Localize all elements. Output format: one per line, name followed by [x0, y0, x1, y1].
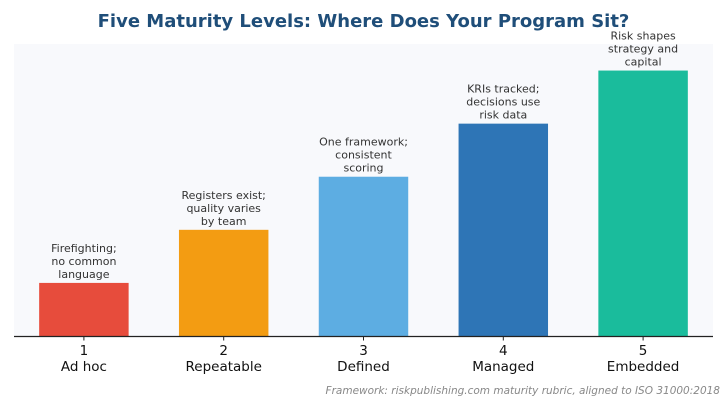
- bar-level-4: [458, 123, 549, 336]
- tick-label-number-2: 2: [219, 343, 228, 359]
- tick-label-number-4: 4: [499, 343, 508, 359]
- tick-label-number-1: 1: [80, 343, 89, 359]
- tick-label-name-4: Managed: [472, 359, 534, 375]
- tick-label-number-3: 3: [359, 343, 368, 359]
- annotation-level-3: One framework; consistent scoring: [319, 136, 408, 175]
- tick-label-number-5: 5: [639, 343, 648, 359]
- annotations-layer: Firefighting; no common language Registers …: [51, 30, 678, 281]
- annotation-level-2: Registers exist; quality varies by team: [181, 189, 265, 228]
- bars-layer: [39, 70, 688, 337]
- tick-label-name-1: Ad hoc: [61, 359, 107, 375]
- tick-label-name-3: Defined: [337, 359, 390, 375]
- annotation-level-1: Firefighting; no common language: [51, 242, 117, 281]
- annotation-level-4: KRIs tracked; decisions use risk data: [466, 83, 540, 122]
- bar-level-1: [39, 282, 129, 336]
- bar-level-3: [318, 176, 409, 336]
- tick-label-name-2: Repeatable: [185, 359, 261, 375]
- bar-level-5: [598, 70, 688, 337]
- chart-title: Five Maturity Levels: Where Does Your Pr…: [98, 11, 630, 32]
- annotation-level-5: Risk shapes strategy and capital: [608, 30, 678, 69]
- bar-level-2: [178, 229, 269, 336]
- tick-label-name-5: Embedded: [607, 359, 680, 375]
- source-note: Framework: riskpublishing.com maturity r…: [326, 385, 721, 397]
